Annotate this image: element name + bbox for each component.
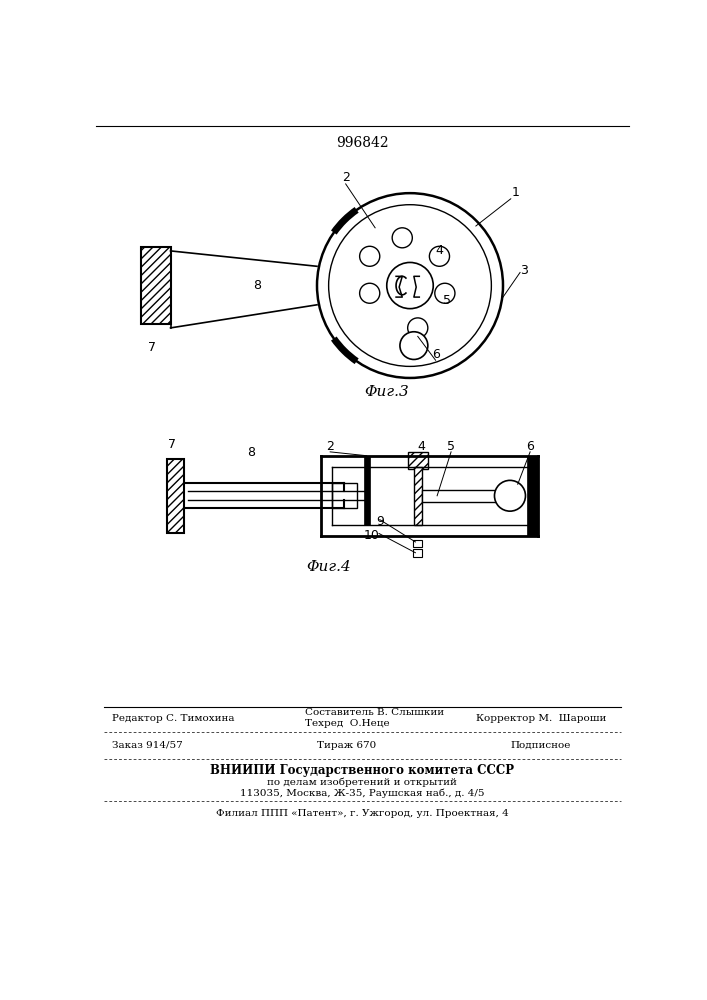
Bar [414,466,421,525]
Text: 996842: 996842 [336,136,388,150]
Circle shape [429,246,450,266]
Text: Техред  О.Неце: Техред О.Неце [305,719,390,728]
Text: 6: 6 [432,348,440,361]
Text: 113035, Москва, Ж-35, Раушская наб., д. 4/5: 113035, Москва, Ж-35, Раушская наб., д. … [240,788,484,798]
Text: 4: 4 [418,440,426,453]
Text: 8: 8 [247,446,255,459]
Text: 9: 9 [376,515,384,528]
Text: 8: 8 [253,279,262,292]
Bar [321,456,332,536]
Circle shape [435,283,455,303]
Text: Филиал ППП «Патент», г. Ужгород, ул. Проектная, 4: Филиал ППП «Патент», г. Ужгород, ул. Про… [216,808,508,818]
Text: Тираж 670: Тираж 670 [317,741,376,750]
Bar [332,483,357,508]
Text: 5: 5 [443,294,451,307]
Circle shape [392,228,412,248]
Bar [168,459,185,533]
Bar [321,525,538,536]
Text: 1: 1 [511,186,520,199]
Text: 4: 4 [436,244,443,257]
Bar [408,452,428,469]
Text: по делам изобретений и открытий: по делам изобретений и открытий [267,777,457,787]
Text: Φиг.4: Φиг.4 [306,560,351,574]
Text: 7: 7 [168,438,176,451]
Text: 10: 10 [363,529,379,542]
Text: Составитель В. Слышкии: Составитель В. Слышкии [305,708,445,717]
Bar [363,456,370,525]
Text: Заказ 914/57: Заказ 914/57 [112,741,182,750]
Text: Φиг.3: Φиг.3 [364,385,409,399]
Circle shape [360,283,380,303]
Circle shape [408,318,428,338]
Circle shape [494,480,525,511]
Bar [527,456,538,536]
Text: 6: 6 [526,440,534,453]
Circle shape [387,262,433,309]
Bar [413,549,422,557]
Bar [413,540,422,547]
Circle shape [360,246,380,266]
Text: ВНИИПИ Государственного комитета СССР: ВНИИПИ Государственного комитета СССР [210,764,514,777]
Bar [421,490,523,502]
Text: 7: 7 [148,341,156,354]
Bar [321,456,538,466]
Circle shape [400,332,428,359]
Text: 2: 2 [326,440,334,453]
Text: Корректор М.  Шароши: Корректор М. Шароши [476,714,606,723]
Text: 2: 2 [341,171,350,184]
Text: 3: 3 [520,264,528,277]
Text: Редактор С. Тимохина: Редактор С. Тимохина [112,714,234,723]
Text: Подписное: Подписное [510,741,571,750]
Bar [141,247,170,324]
Text: 5: 5 [447,440,455,453]
